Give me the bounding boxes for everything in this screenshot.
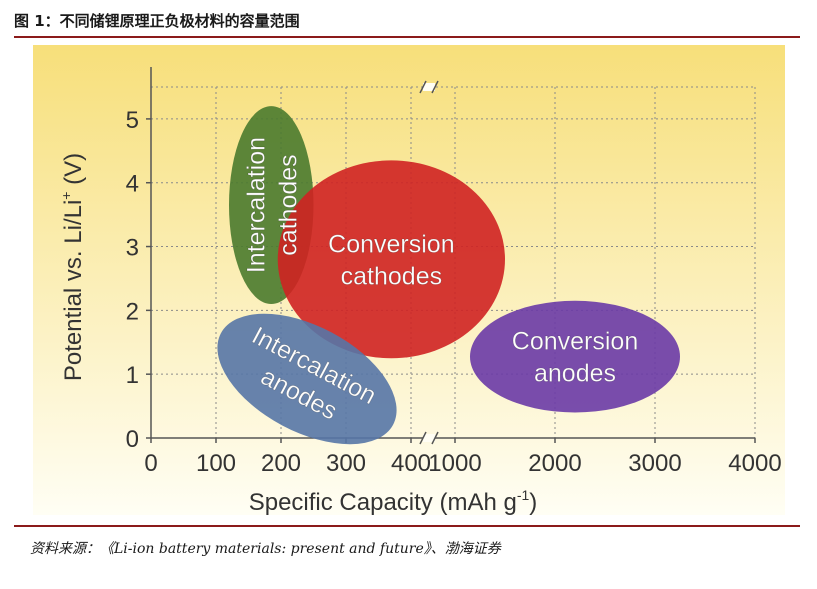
region-label-line: anodes bbox=[534, 360, 616, 388]
y-axis-label-main: Potential vs. Li/Li bbox=[60, 200, 87, 381]
y-tick-label: 2 bbox=[126, 298, 139, 325]
region-conversion-anodes bbox=[470, 300, 680, 413]
region-label-line: Intercalation bbox=[242, 137, 270, 273]
region-label: Intercalation cathodes bbox=[242, 137, 303, 274]
y-axis-label-end: (V) bbox=[60, 153, 87, 192]
region-conversion-cathodes bbox=[277, 160, 505, 359]
source-note: 资料来源：《Li-ion battery materials: present … bbox=[30, 541, 501, 557]
region-label-line: Conversion bbox=[512, 328, 638, 356]
x-tick-label: 3000 bbox=[628, 450, 681, 477]
y-axis-label: Potential vs. Li/Li+ (V) bbox=[58, 153, 87, 381]
region-label: Conversion cathodes bbox=[328, 230, 455, 291]
y-tick-label: 4 bbox=[126, 171, 139, 198]
x-axis-label-main: Specific Capacity (mAh g bbox=[249, 489, 517, 515]
y-tick-label: 0 bbox=[126, 426, 139, 453]
x-axis-label-end: ) bbox=[529, 489, 537, 515]
axis-break-gap bbox=[423, 434, 435, 442]
axis-break-gap bbox=[423, 83, 435, 91]
region-label-line: cathodes bbox=[274, 154, 302, 255]
source-rule bbox=[14, 525, 800, 527]
region-label-line: Conversion bbox=[328, 230, 454, 258]
region-intercalation-anodes bbox=[217, 313, 397, 445]
x-tick-label: 100 bbox=[196, 450, 236, 477]
axes bbox=[146, 67, 756, 445]
axis-break-slash bbox=[431, 431, 439, 445]
x-tick-label: 2000 bbox=[528, 450, 581, 477]
axis-break-marker bbox=[419, 431, 439, 445]
axis-break-marker bbox=[419, 80, 439, 94]
title-rule bbox=[14, 36, 800, 38]
y-axis-label-superscript: + bbox=[58, 192, 74, 200]
x-tick-label: 200 bbox=[261, 450, 301, 477]
region-label-line: cathodes bbox=[341, 262, 442, 290]
regions bbox=[217, 106, 680, 445]
x-axis-label: Specific Capacity (mAh g-1) bbox=[249, 487, 538, 515]
region-label: Conversion anodes bbox=[511, 327, 638, 388]
capacity-potential-chart: Intercalation cathodes ConversioncathodesI… bbox=[33, 45, 785, 515]
axis-break-slash bbox=[419, 80, 427, 94]
x-tick-label: 4000 bbox=[728, 450, 781, 477]
figure-title: 图 1：不同储锂原理正负极材料的容量范围 bbox=[14, 12, 300, 30]
axis-break-slash bbox=[419, 431, 427, 445]
x-tick-label: 300 bbox=[326, 450, 366, 477]
x-tick-label: 1000 bbox=[428, 450, 481, 477]
x-tick-label: 0 bbox=[144, 450, 157, 477]
x-axis-label-superscript: -1 bbox=[517, 487, 530, 503]
y-tick-label: 1 bbox=[126, 362, 139, 389]
x-tick-label: 400 bbox=[391, 450, 431, 477]
axis-break-slash bbox=[431, 80, 439, 94]
y-tick-label: 5 bbox=[126, 107, 139, 134]
y-tick-label: 3 bbox=[126, 235, 139, 262]
